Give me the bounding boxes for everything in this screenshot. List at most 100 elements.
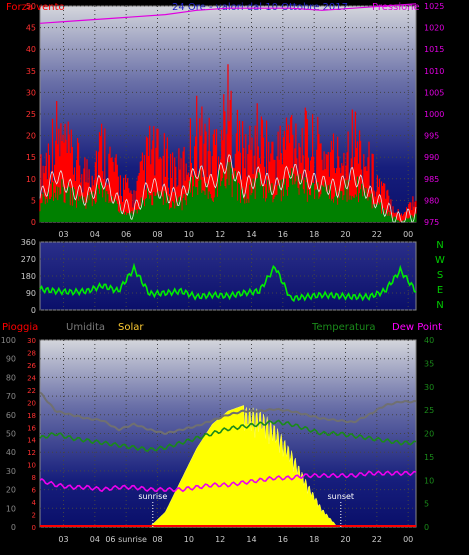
x-tick-label: 04 — [90, 230, 100, 239]
rain-axis-title: Pioggia — [2, 322, 38, 333]
pressure-tick-label: 975 — [424, 218, 439, 227]
humidity-tick-label: 70 — [6, 392, 16, 401]
pressure-tick-label: 1020 — [424, 24, 444, 33]
rain-tick-label: 18 — [27, 412, 36, 420]
rain-tick-label: 28 — [27, 349, 36, 357]
humidity-tick-label: 40 — [6, 448, 16, 457]
rain-tick-label: 26 — [27, 362, 36, 370]
direction-tick-label: 0 — [31, 306, 36, 315]
rain-tick-label: 12 — [27, 449, 36, 457]
rain-tick-label: 0 — [32, 524, 36, 532]
wind-axis-title: Forza vento — [6, 2, 65, 13]
temperature-tick-label: 35 — [424, 359, 434, 368]
x-tick-label: 04 — [90, 535, 100, 544]
x-tick-label: 16 — [278, 535, 288, 544]
temperature-series — [39, 419, 417, 453]
x-tick-label: 20 — [340, 535, 350, 544]
rain-tick-label: 16 — [27, 424, 36, 432]
humidity-tick-label: 0 — [11, 523, 16, 532]
pressure-tick-label: 1005 — [424, 88, 444, 97]
x-tick-label: 16 — [278, 230, 288, 239]
wind-tick-label: 30 — [26, 88, 36, 97]
x-tick-label: 12 — [215, 230, 225, 239]
x-tick-label: 14 — [246, 230, 256, 239]
pressure-tick-label: 1015 — [424, 45, 444, 54]
x-tick-label: 06 sunrise — [105, 535, 147, 544]
x-tick-label: 10 — [184, 535, 194, 544]
x-tick-label: 03 — [58, 535, 68, 544]
rain-tick-label: 24 — [27, 374, 36, 382]
x-tick-label: 00 — [403, 535, 413, 544]
x-tick-label: 10 — [184, 230, 194, 239]
wind-direction-series — [39, 262, 417, 303]
x-tick-label: 00 — [403, 230, 413, 239]
temperature-tick-label: 10 — [424, 476, 434, 485]
humidity-series — [39, 391, 417, 435]
humidity-tick-label: 90 — [6, 355, 16, 364]
temperature-tick-label: 15 — [424, 453, 434, 462]
temperature-tick-label: 0 — [424, 523, 429, 532]
pressure-tick-label: 980 — [424, 196, 439, 205]
rain-tick-label: 30 — [27, 337, 36, 345]
solar-axis-title: Solar — [118, 322, 144, 333]
wind-tick-label: 40 — [26, 45, 36, 54]
wind-direction-letter: E — [437, 285, 443, 296]
wind-tick-label: 20 — [26, 132, 36, 141]
temperature-tick-label: 30 — [424, 383, 434, 392]
x-tick-label: 03 — [58, 230, 68, 239]
rain-tick-label: 22 — [27, 387, 36, 395]
humidity-tick-label: 30 — [6, 467, 16, 476]
solar-series — [149, 405, 339, 528]
rain-tick-label: 10 — [27, 462, 36, 470]
pressure-tick-label: 995 — [424, 132, 439, 141]
x-tick-label: 20 — [340, 230, 350, 239]
pressure-tick-label: 1025 — [424, 2, 444, 11]
pressure-tick-label: 990 — [424, 153, 439, 162]
x-tick-label: 22 — [372, 535, 382, 544]
wind-tick-label: 0 — [31, 218, 36, 227]
sunrise-label: sunrise — [138, 492, 167, 501]
pressure-axis-title: Pressione — [372, 2, 420, 13]
rain-tick-label: 8 — [32, 474, 36, 482]
rain-tick-label: 20 — [27, 399, 36, 407]
wind-tick-label: 45 — [26, 24, 36, 33]
pressure-series — [39, 3, 417, 24]
wind-direction-letter: W — [435, 255, 445, 266]
rain-tick-label: 2 — [32, 512, 36, 520]
humidity-tick-label: 20 — [6, 486, 16, 495]
humidity-tick-label: 60 — [6, 411, 16, 420]
wind-tick-label: 5 — [31, 196, 36, 205]
wind-tick-label: 35 — [26, 67, 36, 76]
chart-title: 24 Ore - valori dal 10 Ottobre 2017 — [172, 2, 348, 13]
wind-tick-label: 10 — [26, 175, 36, 184]
humidity-axis-title: Umidita — [66, 322, 105, 333]
pressure-tick-label: 1010 — [424, 67, 444, 76]
x-tick-label: 08 — [152, 230, 162, 239]
dew-point-series — [39, 470, 417, 493]
wind-direction-letter: N — [436, 300, 443, 311]
pressure-tick-label: 1000 — [424, 110, 444, 119]
x-tick-label: 18 — [309, 230, 319, 239]
wind-mean-line — [39, 154, 417, 223]
x-tick-label: 08 — [152, 535, 162, 544]
wind-direction-letter: S — [437, 270, 443, 281]
x-tick-label: 18 — [309, 535, 319, 544]
rain-tick-label: 14 — [27, 437, 36, 445]
temperature-tick-label: 40 — [424, 336, 434, 345]
wind-tick-label: 25 — [26, 110, 36, 119]
rain-tick-label: 4 — [32, 499, 37, 507]
humidity-tick-label: 10 — [6, 504, 16, 513]
x-tick-label: 12 — [215, 535, 225, 544]
wind-direction-letter: N — [436, 240, 443, 251]
humidity-tick-label: 100 — [1, 336, 16, 345]
x-tick-label: 06 — [121, 230, 131, 239]
humidity-tick-label: 80 — [6, 373, 16, 382]
wind-tick-label: 50 — [26, 2, 36, 11]
rain-tick-label: 6 — [32, 487, 37, 495]
wind-tick-label: 15 — [26, 153, 36, 162]
humidity-tick-label: 50 — [6, 430, 16, 439]
temperature-axis-title: Temperatura — [311, 322, 376, 333]
pressure-tick-label: 985 — [424, 175, 439, 184]
